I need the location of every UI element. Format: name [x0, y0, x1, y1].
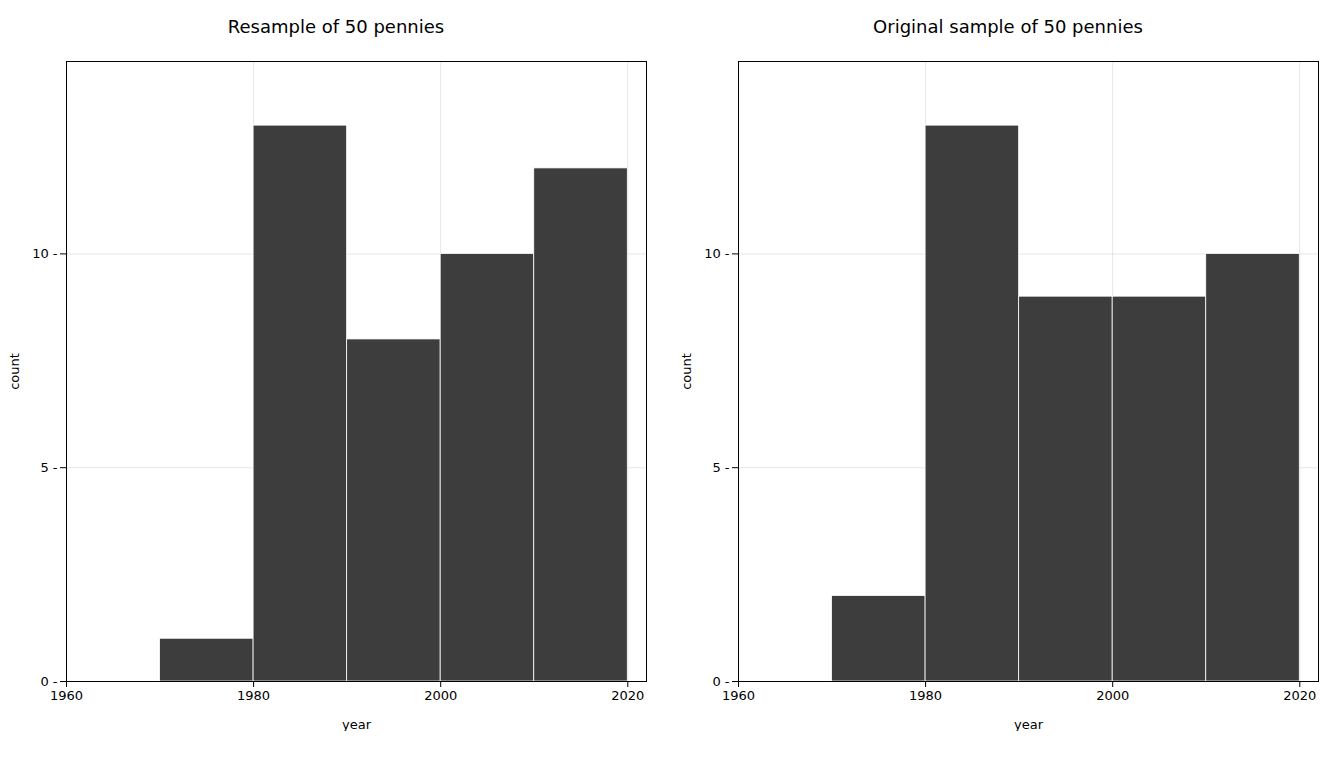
- svg-text:0 -: 0 -: [712, 674, 729, 689]
- svg-text:1960: 1960: [50, 688, 83, 703]
- svg-text:0 -: 0 -: [40, 674, 57, 689]
- svg-text:year: year: [342, 717, 372, 732]
- svg-text:2000: 2000: [1096, 688, 1129, 703]
- svg-text:1980: 1980: [909, 688, 942, 703]
- svg-text:1960: 1960: [722, 688, 755, 703]
- svg-text:10 -: 10 -: [704, 246, 730, 261]
- svg-text:5 -: 5 -: [712, 460, 729, 475]
- svg-text:1980: 1980: [237, 688, 270, 703]
- svg-text:2020: 2020: [1283, 688, 1316, 703]
- svg-text:5 -: 5 -: [40, 460, 57, 475]
- svg-text:year: year: [1014, 717, 1044, 732]
- html-text:Original sample of 50 pennies: Original sample of 50 pennies: [873, 16, 1143, 37]
- svg-text:2000: 2000: [424, 688, 457, 703]
- svg-text:10 -: 10 -: [32, 246, 58, 261]
- svg-text:2020: 2020: [611, 688, 644, 703]
- svg-text:count: count: [679, 353, 694, 390]
- html-text:Resample of 50 pennies: Resample of 50 pennies: [227, 16, 445, 37]
- svg-text:count: count: [7, 353, 22, 390]
